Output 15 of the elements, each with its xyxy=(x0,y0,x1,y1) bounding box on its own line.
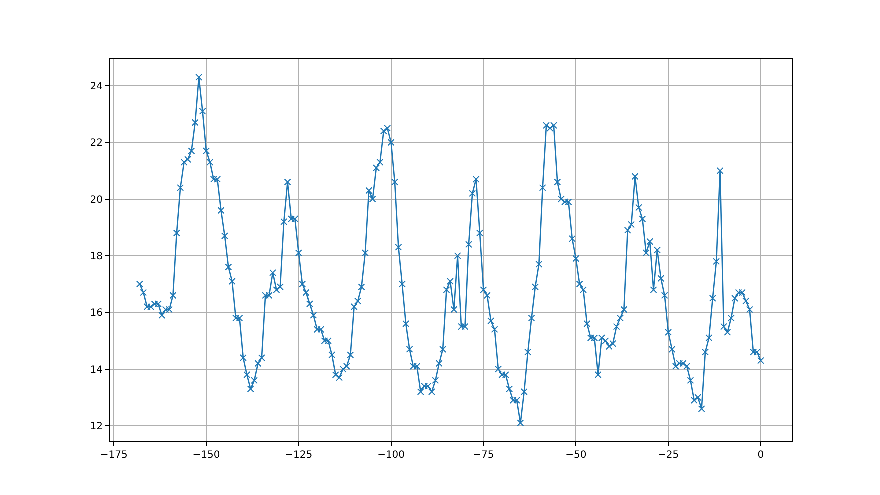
y-tick-label: 24 xyxy=(90,81,103,92)
y-tick-label: 20 xyxy=(90,194,103,206)
x-tick-label: −50 xyxy=(566,450,587,461)
x-tick-label: −25 xyxy=(658,450,680,461)
x-tick-label: 0 xyxy=(758,450,764,461)
y-tick-label: 16 xyxy=(90,308,103,320)
y-tick-label: 18 xyxy=(90,251,103,262)
y-tick-label: 22 xyxy=(90,138,103,150)
y-tick-label: 14 xyxy=(90,364,103,376)
x-tick-label: −125 xyxy=(285,450,313,461)
x-tick-label: −175 xyxy=(100,450,128,461)
x-tick-label: −100 xyxy=(378,450,406,461)
y-tick-label: 12 xyxy=(90,421,103,432)
x-tick-label: −150 xyxy=(192,450,220,461)
x-tick-label: −75 xyxy=(473,450,494,461)
